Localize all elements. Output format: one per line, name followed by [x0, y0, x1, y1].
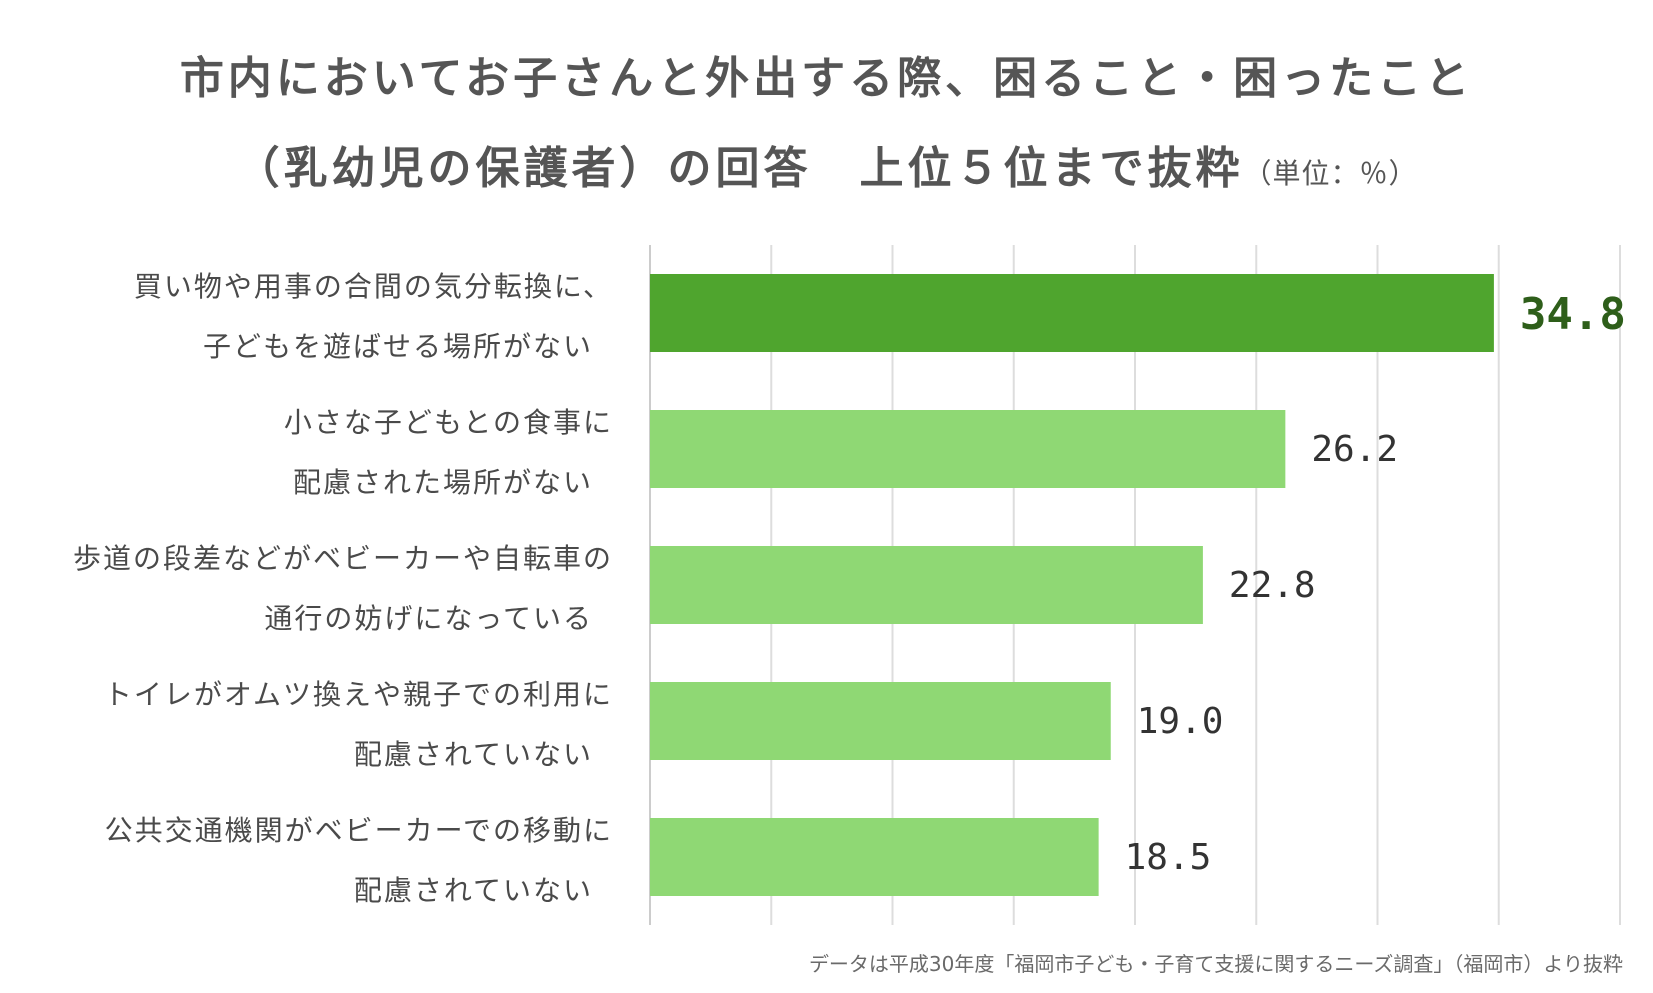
- category-label: 配慮されていない: [353, 738, 593, 771]
- bar: [650, 682, 1111, 760]
- bar: [650, 546, 1203, 624]
- data-label: 18.5: [1125, 837, 1212, 878]
- category-label: 小さな子どもとの食事に: [283, 406, 613, 439]
- data-label: 19.0: [1137, 701, 1224, 742]
- category-label: 買い物や用事の合間の気分転換に、: [133, 270, 613, 303]
- chart-subtitle: （乳幼児の保護者）の回答 上位５位まで抜粋（単位：％）: [0, 132, 1653, 196]
- chart-title: 市内においてお子さんと外出する際、困ること・困ったこと: [0, 42, 1653, 106]
- unit-note: （単位：％）: [1243, 157, 1418, 190]
- data-label: 26.2: [1311, 429, 1398, 470]
- data-label: 34.8: [1520, 289, 1626, 340]
- category-label: 配慮された場所がない: [292, 466, 593, 499]
- category-label: 子どもを遊ばせる場所がない: [202, 330, 593, 363]
- bar: [650, 818, 1099, 896]
- category-label: 通行の妨げになっている: [264, 602, 593, 635]
- category-label: 公共交通機関がベビーカーでの移動に: [104, 814, 613, 847]
- title-line-1: 市内においてお子さんと外出する際、困ること・困ったこと: [179, 53, 1474, 104]
- data-label: 22.8: [1229, 565, 1316, 606]
- bar: [650, 410, 1286, 488]
- category-label: 配慮されていない: [353, 874, 593, 907]
- source-note: データは平成30年度「福岡市子ども・子育て支援に関するニーズ調査」（福岡市）より…: [808, 952, 1623, 976]
- category-label: 歩道の段差などがベビーカーや自転車の: [72, 542, 613, 575]
- title-line-2: （乳幼児の保護者）の回答 上位５位まで抜粋: [235, 143, 1244, 194]
- category-label: トイレがオムツ換えや親子での利用に: [103, 678, 613, 711]
- bar: [650, 274, 1494, 352]
